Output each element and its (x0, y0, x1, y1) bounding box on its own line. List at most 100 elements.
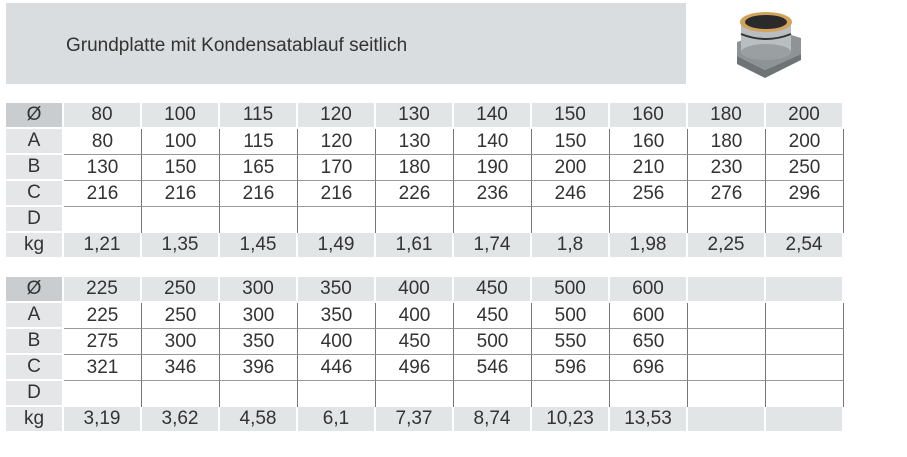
table-cell (766, 355, 844, 381)
dimension-table-1: Ø 80 100 115 120 130 140 150 160 180 200 A 80 100 115 1… (6, 103, 844, 259)
table-cell: 100 (142, 129, 220, 155)
row-label: D (6, 381, 64, 407)
table-cell: 7,37 (376, 407, 454, 433)
table-cell: 396 (220, 355, 298, 381)
row-label: D (6, 207, 64, 233)
table-cell: 1,61 (376, 233, 454, 259)
table-cell: 350 (220, 329, 298, 355)
table-cell: 180 (688, 103, 766, 129)
table-cell (454, 381, 532, 407)
table-cell: 236 (454, 181, 532, 207)
row-label: B (6, 329, 64, 355)
table-cell: 216 (298, 181, 376, 207)
table-cell: 500 (532, 277, 610, 303)
table-cell (766, 381, 844, 407)
table-cell (688, 303, 766, 329)
table-cell: 275 (64, 329, 142, 355)
table-cell: 3,62 (142, 407, 220, 433)
table-cell: 140 (454, 103, 532, 129)
table-cell: 400 (376, 303, 454, 329)
table-cell: 300 (220, 303, 298, 329)
table-cell: 150 (142, 155, 220, 181)
table-cell: 1,74 (454, 233, 532, 259)
row-label: kg (6, 233, 64, 259)
table-cell: 596 (532, 355, 610, 381)
table-cell (688, 381, 766, 407)
table-cell: 190 (454, 155, 532, 181)
table-cell: 496 (376, 355, 454, 381)
row-label: B (6, 155, 64, 181)
table-cell (532, 207, 610, 233)
table-cell (766, 407, 844, 433)
row-label: C (6, 355, 64, 381)
table-cell: 80 (64, 129, 142, 155)
table-cell (142, 207, 220, 233)
table-cell: 160 (610, 129, 688, 155)
table-cell: 350 (298, 277, 376, 303)
table-cell: 160 (610, 103, 688, 129)
table-cell (688, 277, 766, 303)
table-cell: 550 (532, 329, 610, 355)
row-label: Ø (6, 103, 64, 129)
table-cell: 200 (532, 155, 610, 181)
table-cell: 250 (142, 303, 220, 329)
table-cell: 140 (454, 129, 532, 155)
table-cell: 150 (532, 129, 610, 155)
table-cell: 225 (64, 277, 142, 303)
table-cell: 170 (298, 155, 376, 181)
table-cell: 1,35 (142, 233, 220, 259)
table-cell (688, 407, 766, 433)
product-image (737, 12, 801, 78)
table-cell: 130 (376, 103, 454, 129)
table-cell (454, 207, 532, 233)
table-cell: 200 (766, 103, 844, 129)
table-cell: 1,49 (298, 233, 376, 259)
table-cell (688, 207, 766, 233)
table-cell: 600 (610, 303, 688, 329)
table-cell: 696 (610, 355, 688, 381)
table-cell: 13,53 (610, 407, 688, 433)
page-title: Grundplatte mit Kondensatablauf seitlich (66, 35, 408, 56)
table-cell: 400 (298, 329, 376, 355)
table-cell: 4,58 (220, 407, 298, 433)
table-cell: 2,25 (688, 233, 766, 259)
table-cell: 3,19 (64, 407, 142, 433)
table-cell: 296 (766, 181, 844, 207)
table-cell: 321 (64, 355, 142, 381)
table-cell: 180 (376, 155, 454, 181)
table-cell: 1,98 (610, 233, 688, 259)
row-label: A (6, 303, 64, 329)
table-cell (64, 381, 142, 407)
table-cell: 2,54 (766, 233, 844, 259)
table-cell: 300 (142, 329, 220, 355)
table-cell: 115 (220, 129, 298, 155)
dimension-table-2: Ø 225 250 300 350 400 450 500 600 A 225 250 300 350 40… (6, 277, 844, 433)
table-cell: 1,21 (64, 233, 142, 259)
table-cell (376, 207, 454, 233)
table-cell (688, 355, 766, 381)
table-cell: 226 (376, 181, 454, 207)
table-cell: 180 (688, 129, 766, 155)
table-cell: 200 (766, 129, 844, 155)
row-label: kg (6, 407, 64, 433)
table-cell: 300 (220, 277, 298, 303)
table-cell (688, 329, 766, 355)
table-cell: 150 (532, 103, 610, 129)
table-cell: 546 (454, 355, 532, 381)
table-cell (532, 381, 610, 407)
table-cell: 115 (220, 103, 298, 129)
table-cell: 500 (454, 329, 532, 355)
table-cell: 10,23 (532, 407, 610, 433)
table-cell: 225 (64, 303, 142, 329)
table-cell: 100 (142, 103, 220, 129)
table-cell (298, 207, 376, 233)
table-cell: 216 (64, 181, 142, 207)
table-cell: 500 (532, 303, 610, 329)
table-cell: 8,74 (454, 407, 532, 433)
table-cell: 600 (610, 277, 688, 303)
table-cell: 80 (64, 103, 142, 129)
table-cell: 130 (64, 155, 142, 181)
table-cell (220, 207, 298, 233)
table-cell: 6,1 (298, 407, 376, 433)
table-cell: 250 (142, 277, 220, 303)
